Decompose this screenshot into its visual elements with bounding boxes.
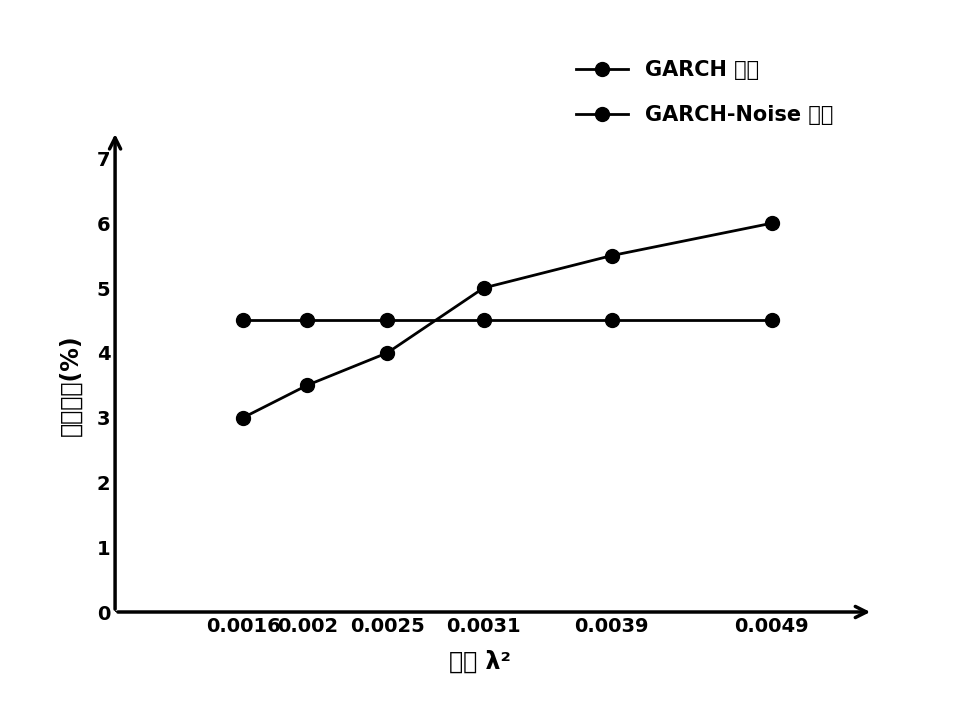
GARCH-Noise 模型	[478, 284, 489, 292]
GARCH-Noise 模型	[766, 219, 778, 228]
GARCH-Noise 模型	[606, 251, 618, 260]
GARCH 模型	[766, 316, 778, 325]
GARCH 模型	[382, 316, 393, 325]
Line: GARCH 模型: GARCH 模型	[236, 313, 779, 328]
Line: GARCH-Noise 模型: GARCH-Noise 模型	[236, 216, 779, 425]
GARCH-Noise 模型	[301, 381, 313, 390]
Y-axis label: 相对误差(%): 相对误差(%)	[58, 334, 82, 436]
GARCH 模型	[238, 316, 249, 325]
X-axis label: 方差 λ²: 方差 λ²	[449, 649, 510, 674]
GARCH 模型	[301, 316, 313, 325]
GARCH 模型	[606, 316, 618, 325]
GARCH-Noise 模型	[238, 413, 249, 422]
GARCH 模型	[478, 316, 489, 325]
GARCH-Noise 模型	[382, 348, 393, 357]
Legend: GARCH 模型, GARCH-Noise 模型: GARCH 模型, GARCH-Noise 模型	[576, 60, 833, 125]
